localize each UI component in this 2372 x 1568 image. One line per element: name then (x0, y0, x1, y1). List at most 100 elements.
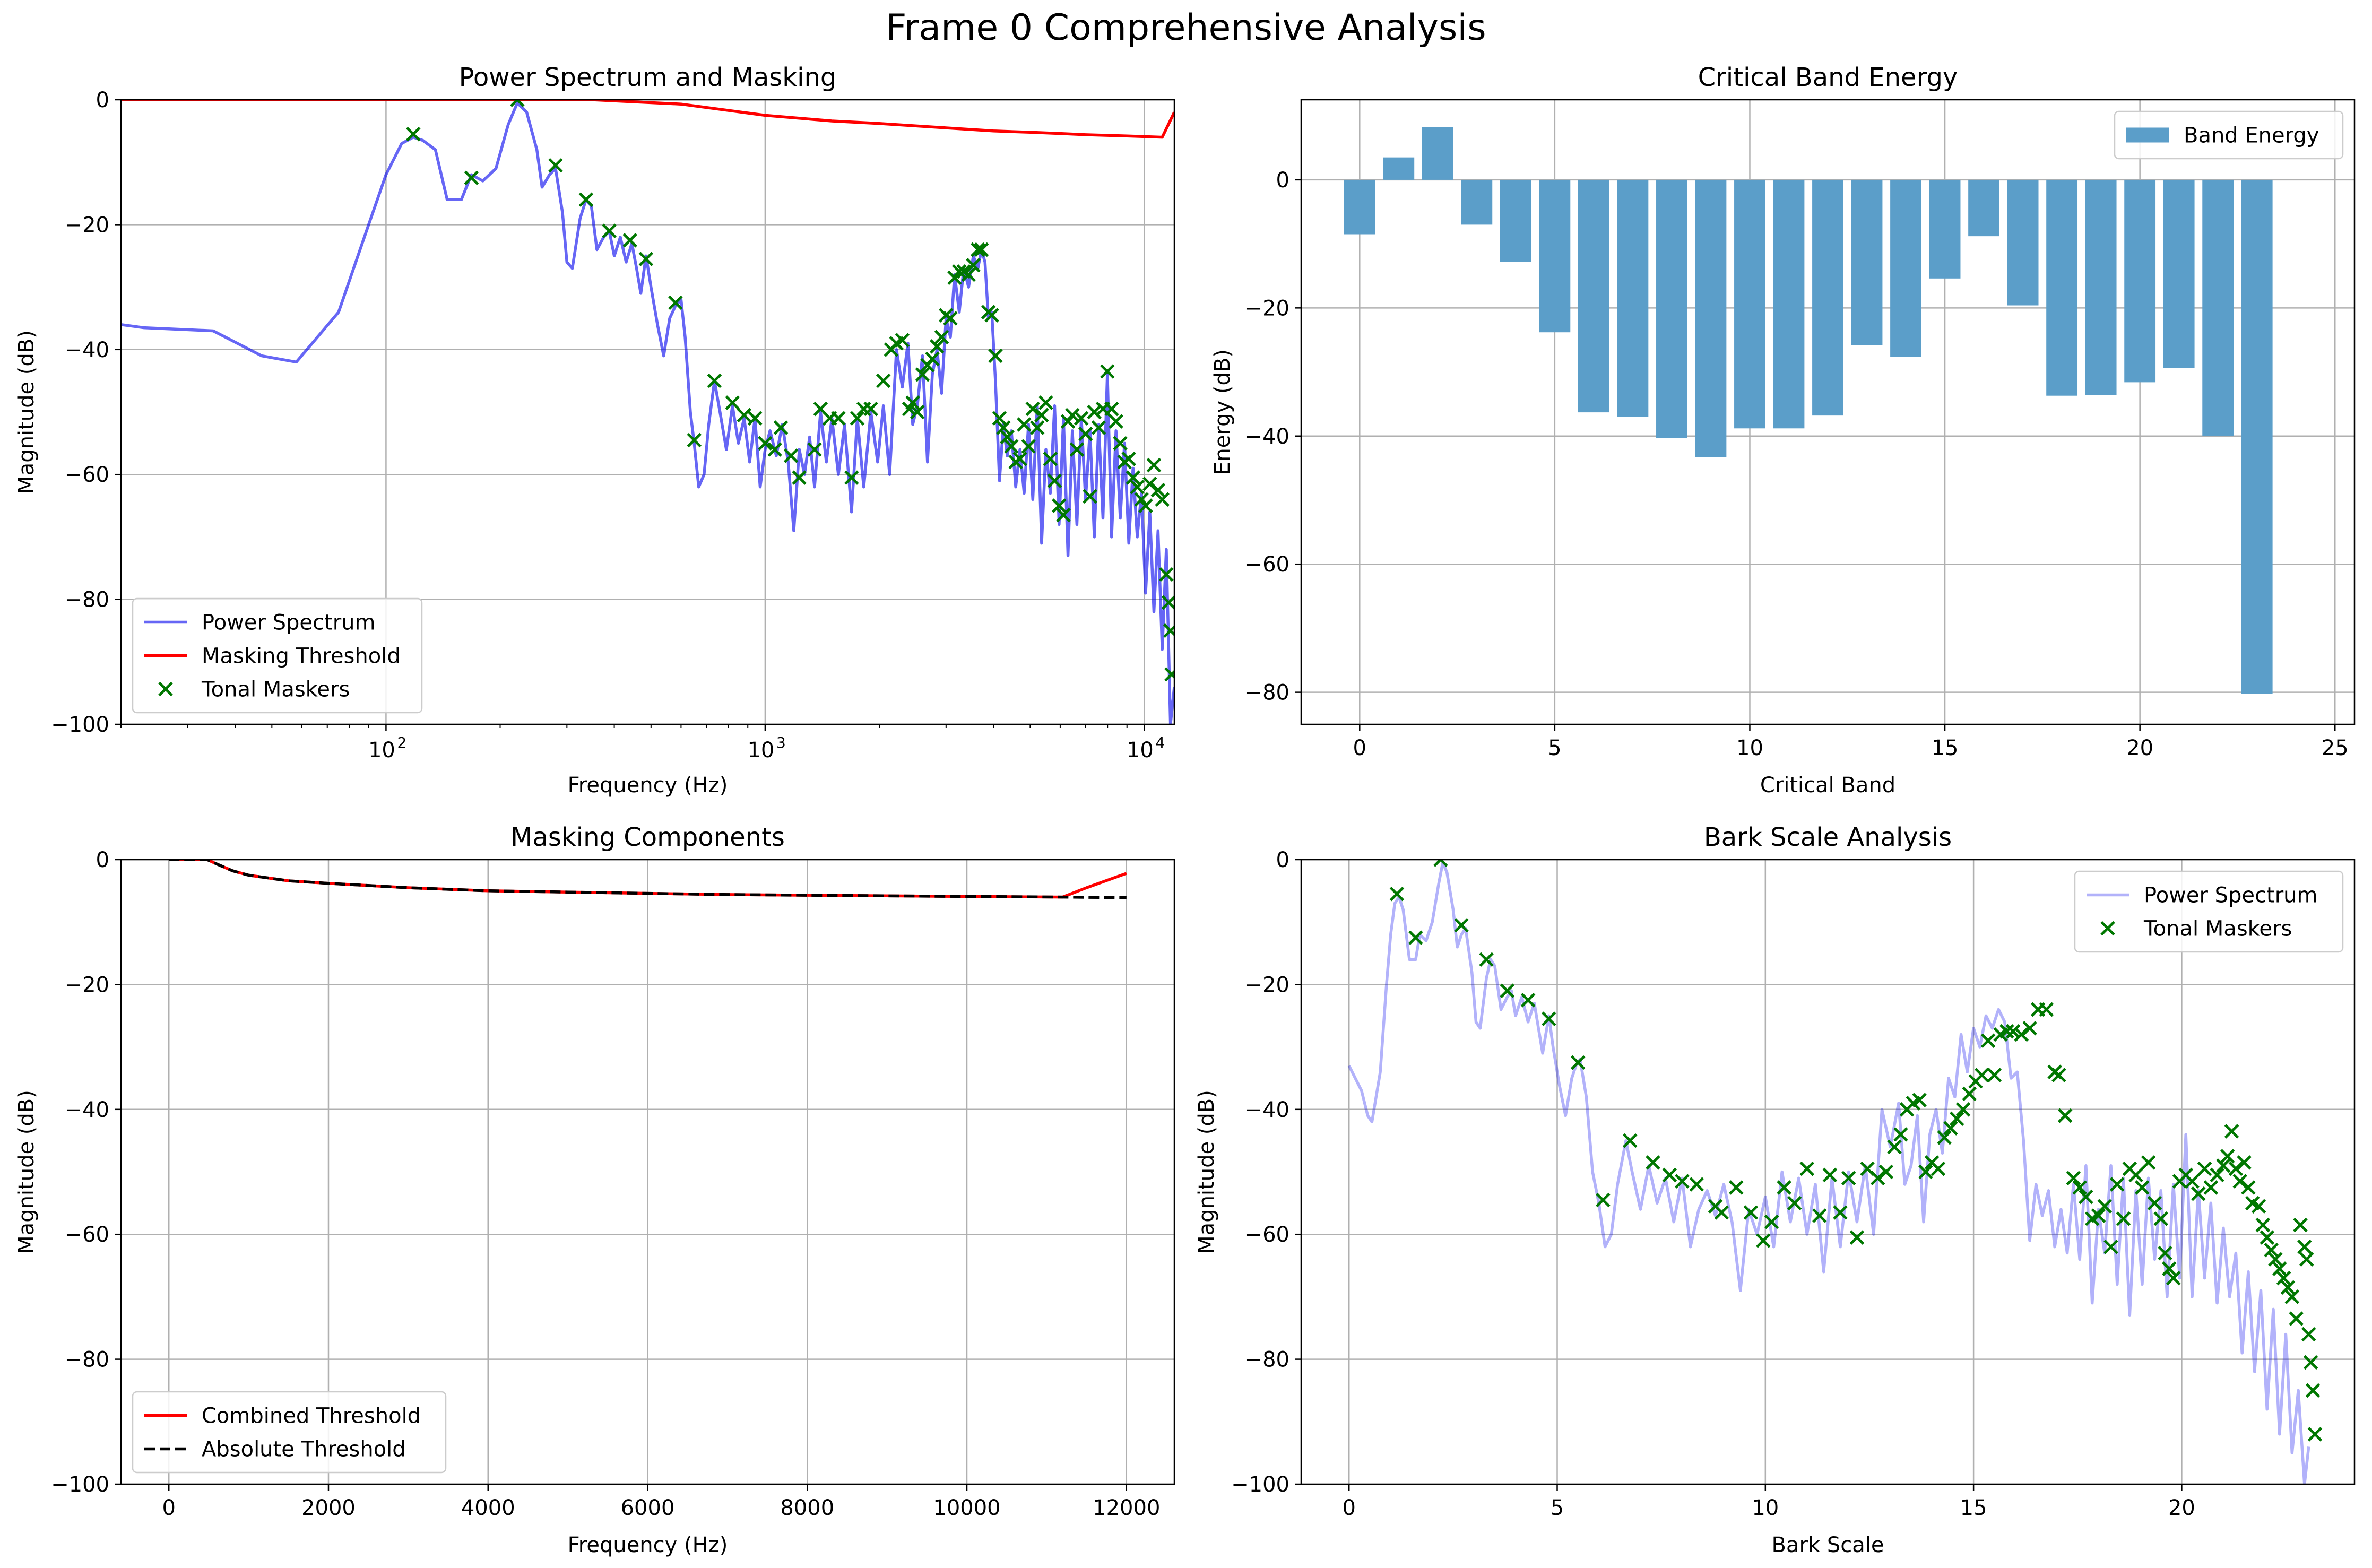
tonal-masker-point (2216, 1158, 2231, 1173)
y-tick-label: −40 (1245, 1098, 1289, 1122)
tonal-masker-point (844, 470, 859, 485)
tonal-masker-point (1113, 436, 1128, 451)
tonal-masker-point (2224, 1124, 2239, 1139)
tonal-masker-point (905, 395, 920, 410)
tonal-masker-point (974, 242, 989, 257)
tonal-masker-point (1999, 1024, 2014, 1039)
tonal-masker-point (1980, 1033, 1996, 1049)
bar-band-14 (1890, 179, 1921, 357)
tonal-masker-point (687, 432, 702, 448)
tonal-masker-point (1812, 1208, 1827, 1223)
legend: Band Energy (2114, 110, 2344, 160)
tonal-masker-point (2158, 1245, 2172, 1261)
tonal-masker-point (1623, 1133, 1638, 1148)
tonal-masker-point (1955, 1102, 1971, 1117)
legend-bar-swatch (2126, 127, 2169, 143)
tonal-masker-point (2299, 1252, 2314, 1267)
x-tick-label: 0 (162, 1496, 176, 1520)
series-power-spectrum (1347, 861, 2310, 1484)
x-tick-label: 15 (1932, 736, 1959, 760)
legend-label: Power Spectrum (2144, 883, 2317, 908)
tonal-masker-point (2103, 1239, 2118, 1254)
tonal-masker-point (910, 404, 925, 420)
y-tick-label: 0 (1276, 848, 1289, 872)
tonal-masker-point (1799, 1161, 1815, 1176)
tonal-masker-point (1756, 1233, 1771, 1248)
tonal-masker-point (773, 420, 789, 435)
tonal-masker-point (2303, 1355, 2318, 1370)
tonal-masker-point (1130, 479, 1145, 495)
tonal-masker-point (1987, 1068, 2002, 1082)
tonal-masker-point (966, 258, 981, 273)
tonal-masker-point (1038, 395, 1053, 410)
x-tick-label: 10 (1752, 1496, 1779, 1520)
tonal-masker-point (1729, 1180, 1744, 1195)
panel-masking-components: 0 −20 −40 −60 −80 −100 0 2000 4000 6000 8000 10000 1… (14, 822, 1175, 1557)
tonal-masker-point (638, 252, 654, 266)
tonal-masker-point (1029, 420, 1045, 435)
tonal-masker-point (792, 470, 807, 485)
tonal-masker-point (2264, 1242, 2279, 1258)
tonal-masker-point (2097, 1199, 2113, 1214)
tonal-masker-point (2153, 1211, 2168, 1226)
bar-band-0 (1344, 179, 1375, 235)
tonal-masker-point (1074, 411, 1089, 426)
x-axis-label: Bark Scale (1772, 1533, 1884, 1557)
panel-title: Power Spectrum and Masking (459, 63, 837, 92)
tonal-masker-point (2147, 1196, 2162, 1211)
x-tick-label: 10 (747, 738, 774, 763)
panel-title: Masking Components (510, 822, 785, 852)
y-tick-label: −80 (1245, 681, 1289, 705)
y-axis-label: Magnitude (dB) (1194, 1090, 1219, 1254)
tonal-masker-point (1083, 489, 1097, 504)
x-tick-label: 20 (2168, 1496, 2195, 1520)
panel-critical-band-energy: 0 −20 −40 −60 −80 0 5 10 15 20 25 Critical Band Ene… (1210, 63, 2356, 798)
tonal-masker-point (2289, 1311, 2304, 1326)
x-tick-label: 10000 (933, 1496, 1000, 1520)
tonal-masker-point (1596, 1192, 1611, 1208)
bar-band-10 (1734, 179, 1765, 429)
legend-box (2114, 110, 2344, 160)
legend-marker-swatch (158, 681, 173, 697)
x-tick-exponent: 3 (776, 734, 786, 751)
tonal-masker-point (2301, 1327, 2316, 1342)
plot-area (169, 860, 1127, 899)
tonal-masker-point (1121, 452, 1136, 466)
tonal-masker-point (2191, 1186, 2206, 1201)
tonal-masker-point (1887, 1139, 1902, 1155)
y-tick-label: −60 (1245, 1223, 1289, 1247)
bar-band-9 (1695, 179, 1727, 457)
tonal-masker-point (1542, 1011, 1556, 1026)
y-tick-label: −20 (65, 973, 109, 997)
tonal-masker-point (2241, 1180, 2256, 1195)
axes-frame (1300, 859, 2356, 1485)
bar-band-23 (2241, 179, 2273, 694)
x-tick-label: 8000 (780, 1496, 834, 1520)
tonal-masker-point (737, 408, 752, 423)
tonal-masker-point (1159, 567, 1174, 582)
tonal-masker-point (988, 348, 1003, 363)
x-tick-exponent: 4 (1156, 734, 1165, 751)
bar-band-13 (1851, 179, 1883, 345)
tonal-masker-point (2166, 1270, 2181, 1286)
tonal-masker-point (1918, 1164, 1933, 1180)
tonal-masker-point (1949, 1111, 1964, 1127)
legend-label: Tonal Maskers (201, 678, 350, 702)
x-tick-label: 10 (1736, 736, 1763, 760)
tonal-masker-point (1021, 439, 1036, 454)
legend-box (2074, 870, 2344, 953)
tonal-masker-point (1087, 404, 1102, 420)
bar-band-16 (1968, 179, 1999, 237)
tonal-masker-point (850, 411, 865, 426)
tonal-masker-point (2079, 1189, 2093, 1205)
tonal-masker-point (2268, 1252, 2283, 1267)
tonal-masker-point (1163, 623, 1174, 638)
panel-title: Critical Band Energy (1698, 63, 1958, 92)
series-tonal-maskers (1389, 860, 2323, 1442)
tonal-masker-point (602, 223, 617, 238)
bar-band-2 (1422, 127, 1453, 180)
series-masking-threshold (121, 100, 1174, 139)
tonal-masker-point (1646, 1155, 1660, 1170)
tonal-masker-point (1047, 473, 1062, 488)
tonal-masker-point (2255, 1217, 2271, 1233)
